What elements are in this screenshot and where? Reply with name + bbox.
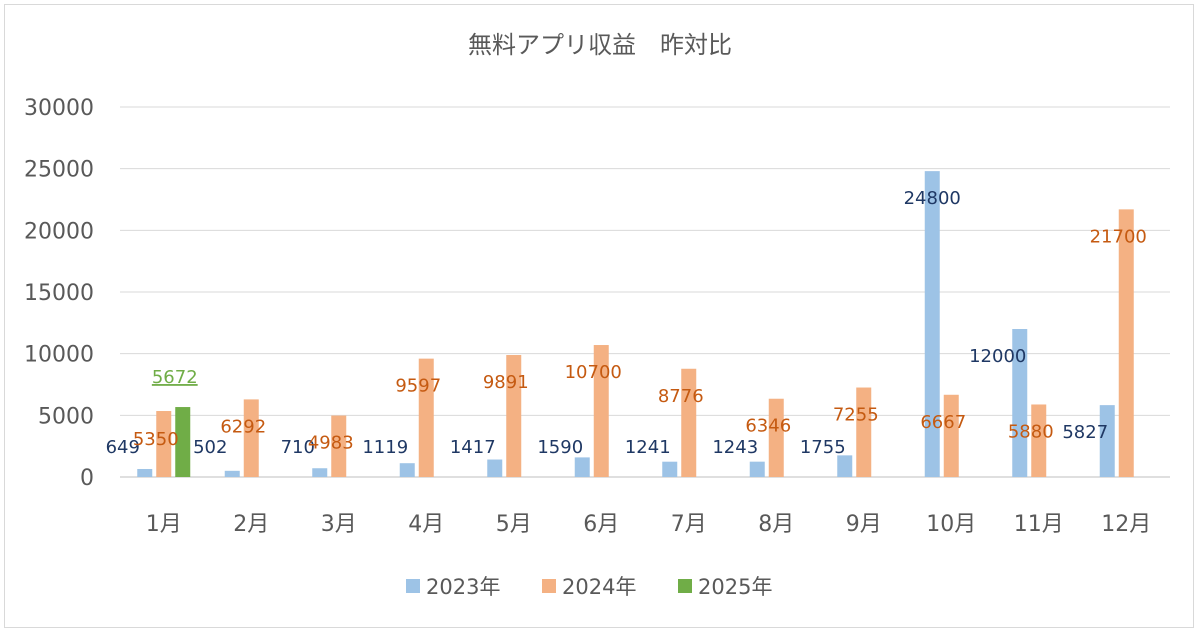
bar-2024年-11月 [1031, 404, 1047, 477]
x-tick-label: 2月 [233, 512, 269, 537]
data-label-2023年-6月: 1590 [537, 437, 583, 458]
legend-swatch [678, 579, 692, 593]
bar-2024年-5月 [506, 355, 522, 477]
x-tick-label: 11月 [1014, 512, 1064, 537]
x-tick-label: 3月 [321, 512, 357, 537]
chart-frame [4, 4, 1194, 628]
x-tick-label: 5月 [496, 512, 532, 537]
y-tick-label: 0 [80, 466, 94, 491]
bar-2023年-8月 [749, 461, 765, 477]
y-tick-label: 30000 [24, 96, 94, 121]
bar-2024年-4月 [418, 358, 434, 477]
bar-2024年-2月 [243, 399, 259, 477]
bar-2023年-7月 [662, 461, 678, 477]
data-label-2023年-7月: 1241 [625, 437, 671, 458]
legend-label: 2025年 [698, 575, 772, 599]
bar-2024年-8月 [768, 398, 784, 477]
bar-2023年-11月 [1012, 329, 1028, 477]
bar-2024年-1月 [156, 411, 172, 477]
data-label-2025年-1月: 5672 [152, 367, 198, 388]
data-label-2023年-12月: 5827 [1062, 422, 1108, 443]
y-tick-label: 10000 [24, 343, 94, 368]
data-label-2023年-5月: 1417 [450, 437, 496, 458]
legend: 2023年 2024年 2025年 [406, 575, 772, 599]
data-label-2023年-10月: 24800 [904, 188, 961, 209]
y-tick-label: 15000 [24, 281, 94, 306]
data-label-2023年-11月: 12000 [969, 346, 1026, 367]
y-axis: 0 5000 10000 15000 20000 25000 30000 [24, 96, 94, 491]
data-label-2023年-8月: 1243 [712, 437, 758, 458]
x-tick-label: 12月 [1101, 512, 1151, 537]
legend-swatch [406, 579, 420, 593]
legend-label: 2024年 [562, 575, 636, 599]
bar-2024年-3月 [331, 415, 347, 477]
bar-2023年-5月 [487, 459, 503, 477]
legend-swatch [542, 579, 556, 593]
bar-2023年-3月 [312, 468, 328, 477]
data-label-2024年-3月: 4983 [308, 433, 354, 454]
bars [137, 171, 1134, 477]
data-label-2023年-9月: 1755 [800, 437, 846, 458]
data-label-2024年-9月: 7255 [833, 405, 879, 426]
bar-2024年-12月 [1118, 209, 1134, 477]
data-label-2024年-11月: 5880 [1008, 421, 1054, 442]
bar-2023年-4月 [399, 463, 415, 477]
data-label-2024年-10月: 6667 [920, 412, 966, 433]
y-tick-label: 5000 [38, 404, 94, 429]
data-label-2023年-4月: 1119 [362, 437, 408, 458]
bar-2024年-9月 [856, 387, 872, 477]
bar-2023年-1月 [137, 468, 153, 477]
bar-2024年-10月 [943, 394, 959, 477]
bar-2024年-7月 [681, 368, 697, 477]
x-tick-label: 6月 [583, 512, 619, 537]
bar-2023年-12月 [1099, 405, 1115, 477]
bar-2023年-9月 [837, 455, 853, 477]
x-axis: 1月 2月 3月 4月 5月 6月 7月 8月 9月 10月 11月 12月 [146, 512, 1152, 537]
data-label-2023年-1月: 649 [106, 437, 140, 458]
x-tick-label: 8月 [758, 512, 794, 537]
data-label-2023年-3月: 710 [281, 437, 315, 458]
chart-title: 無料アプリ収益 昨対比 [468, 31, 732, 59]
x-tick-label: 1月 [146, 512, 182, 537]
data-label-2023年-2月: 502 [193, 437, 227, 458]
bar-2024年-6月 [593, 345, 609, 477]
y-tick-label: 20000 [24, 219, 94, 244]
data-label-2024年-8月: 6346 [745, 416, 791, 437]
legend-label: 2023年 [426, 575, 500, 599]
x-tick-label: 10月 [926, 512, 976, 537]
bar-2025年-1月 [175, 407, 191, 477]
x-tick-label: 9月 [846, 512, 882, 537]
x-tick-label: 4月 [408, 512, 444, 537]
data-label-2024年-6月: 10700 [565, 362, 622, 383]
data-label-2024年-2月: 6292 [220, 416, 266, 437]
data-label-2024年-12月: 21700 [1090, 226, 1147, 247]
data-label-2024年-7月: 8776 [658, 386, 704, 407]
data-label-2024年-5月: 9891 [483, 372, 529, 393]
gridlines [120, 106, 1170, 478]
bar-2023年-2月 [224, 470, 240, 477]
x-tick-label: 7月 [671, 512, 707, 537]
data-label-2024年-4月: 9597 [395, 376, 441, 397]
bar-2023年-10月 [924, 171, 940, 477]
y-tick-label: 25000 [24, 158, 94, 183]
bar-2023年-6月 [574, 457, 590, 477]
data-label-2024年-1月: 5350 [133, 429, 179, 450]
